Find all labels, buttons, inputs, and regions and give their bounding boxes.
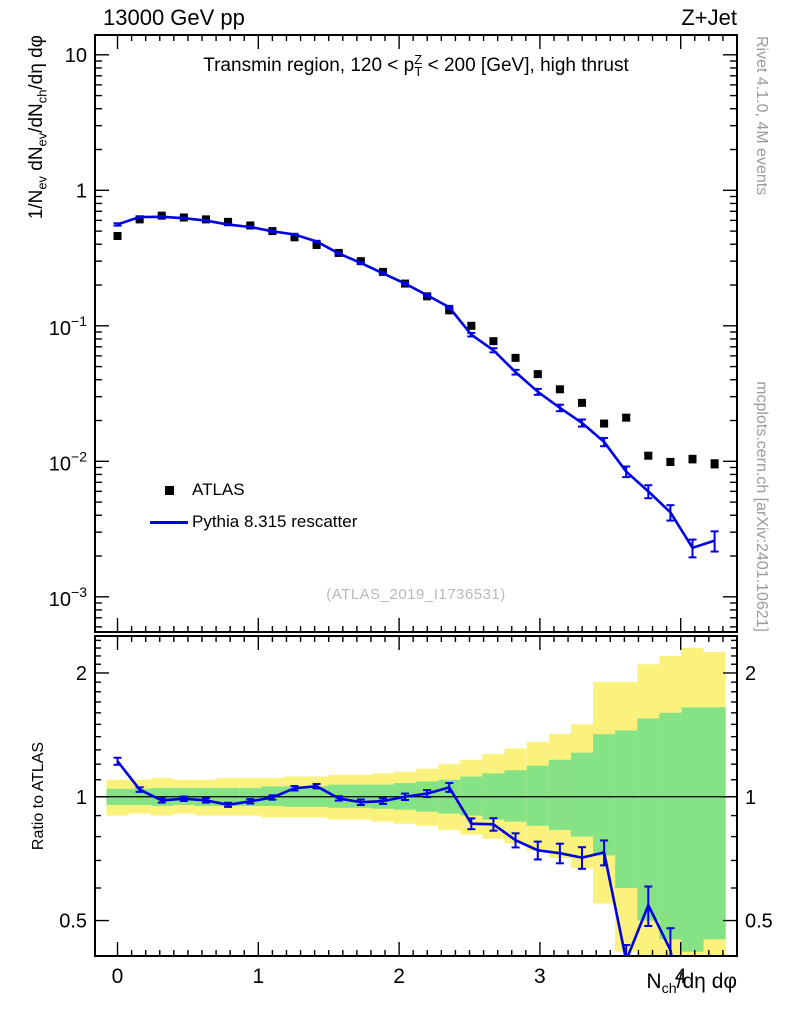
legend-item-pythia: Pythia 8.315 rescatter: [146, 506, 357, 538]
mcplots-reference-text: mcplots.cern.ch [arXiv:2401.10621]: [753, 381, 770, 632]
ratio-frame: [94, 635, 738, 957]
legend: ATLAS Pythia 8.315 rescatter: [146, 474, 357, 538]
svg-text:2: 2: [76, 663, 87, 685]
svg-text:1: 1: [76, 180, 87, 202]
analysis-watermark: (ATLAS_2019_I1736531): [326, 586, 506, 603]
svg-text:1: 1: [252, 965, 264, 988]
svg-text:3: 3: [534, 965, 546, 988]
pythia-curve-main: [113, 215, 719, 559]
svg-text:0.5: 0.5: [59, 911, 87, 933]
legend-swatch: [146, 485, 192, 495]
atlas-data-points: [113, 211, 719, 469]
legend-label-atlas: ATLAS: [192, 480, 245, 499]
beam-energy-label: 13000 GeV pp: [103, 5, 245, 30]
x-axis-title: Nch/dη dφ: [646, 970, 737, 997]
legend-label-pythia: Pythia 8.315 rescatter: [192, 512, 358, 531]
process-label: Z+Jet: [681, 5, 737, 30]
uncertainty-bands: [106, 648, 726, 956]
axis-ticks: [95, 35, 738, 956]
svg-text:10−3: 10−3: [49, 584, 87, 611]
svg-text:2: 2: [745, 663, 756, 685]
svg-text:0: 0: [112, 965, 124, 988]
line-marker-icon: [150, 520, 188, 524]
y-axis-title-main: 1/Nev dNev/dNch/dη dφ: [26, 35, 50, 220]
pythia-ratio-curve: [113, 756, 675, 956]
main-frame: [94, 34, 738, 633]
svg-text:1: 1: [76, 787, 87, 809]
svg-text:0.5: 0.5: [745, 911, 773, 933]
square-marker-icon: [164, 485, 174, 495]
svg-text:10−2: 10−2: [49, 448, 87, 475]
svg-text:10: 10: [65, 45, 87, 67]
legend-swatch: [146, 520, 192, 524]
svg-text:2: 2: [393, 965, 405, 988]
y-axis-title-ratio: Ratio to ATLAS: [30, 741, 47, 851]
svg-text:4: 4: [675, 965, 687, 988]
svg-text:10−1: 10−1: [49, 313, 87, 340]
svg-text:1: 1: [745, 787, 756, 809]
legend-item-atlas: ATLAS: [146, 474, 357, 506]
plot-title: Transmin region, 120 < pZT < 200 [GeV], …: [203, 52, 629, 79]
